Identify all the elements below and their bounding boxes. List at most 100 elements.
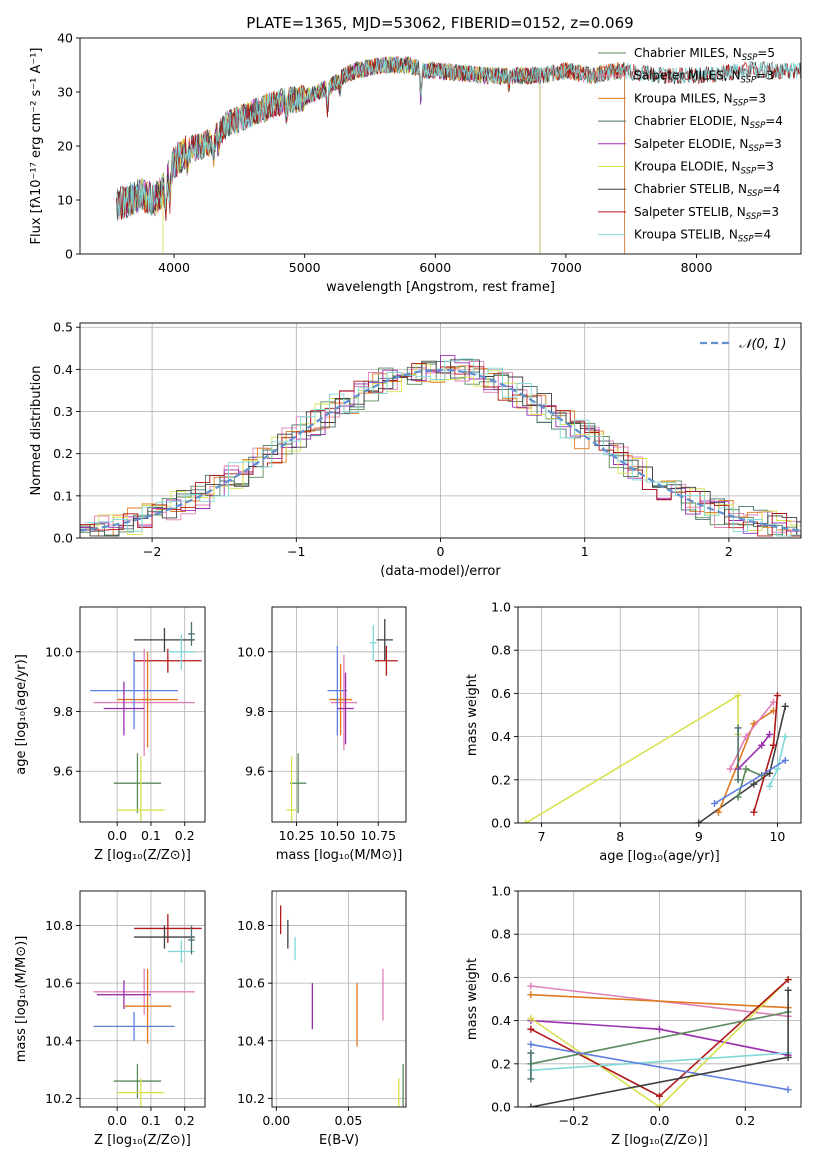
y-tick-label: 10.8	[237, 918, 265, 933]
weight-marker	[773, 692, 781, 700]
y-tick-label: 0.8	[491, 643, 511, 658]
y-tick-label: 0.8	[491, 927, 511, 942]
y-tick-label: 10	[57, 193, 73, 208]
x-tick-label: 1	[581, 544, 589, 559]
y-tick-label: 0.1	[53, 488, 73, 503]
y-tick-label: 0.3	[53, 404, 73, 419]
y-tick-label: 30	[57, 85, 73, 100]
plot-area	[116, 55, 801, 254]
plot-area	[80, 891, 205, 1107]
y-tick-label: 0.4	[53, 362, 73, 377]
y-axis-label: Flux [fλ10⁻¹⁷ erg cm⁻² s⁻¹ A⁻¹]	[29, 48, 44, 245]
weight-marker	[527, 982, 535, 990]
weight-line	[530, 1011, 789, 1065]
legend-label: Kroupa ELODIE, NSSP=3	[634, 160, 774, 177]
gaussian-reference	[80, 368, 801, 532]
weight-marker	[656, 1103, 663, 1107]
x-tick-label: 0.05	[334, 1113, 362, 1128]
legend-label-text: Chabrier MILES, N	[634, 46, 742, 60]
weight-marker	[527, 1040, 535, 1048]
plot-area	[518, 891, 801, 1107]
legend-label: Chabrier STELIB, NSSP=4	[634, 182, 780, 199]
spectrum-panel: 4000 5000 6000 7000 8000 0 10 20 30 40 wavelength …	[29, 14, 802, 295]
weight-marker	[784, 1053, 792, 1061]
weight-marker	[742, 733, 750, 741]
age-vs-metallicity-panel: 0.0 0.1 0.2 9.6 9.8 10.0 Z [log₁₀(Z/Z⊙)] age [l…	[14, 606, 206, 863]
x-tick-label: 8000	[681, 260, 713, 275]
y-tick-label: 10.6	[45, 976, 73, 991]
mass-vs-metallicity-panel: 0.0 0.1 0.2 10.2 10.4 10.6 10.8 Z [log₁₀(Z/Z⊙)]…	[14, 890, 206, 1148]
y-tick-label: 10.4	[45, 1033, 73, 1048]
weight-line	[530, 979, 789, 1107]
weight-marker	[766, 769, 774, 777]
weight-marker	[773, 765, 781, 773]
mass-vs-ebv-panel: 0.00 0.05 10.2 10.4 10.6 10.8 E(B-V)	[237, 890, 407, 1148]
x-tick-label: −0.2	[559, 1113, 589, 1128]
residual-histogram	[80, 363, 801, 537]
weight-vs-age-panel: 7 8 9 10 0.0 0.2 0.4 0.6 0.8 1.0 age [log₁₀(age/yr…	[465, 600, 802, 864]
weight-marker	[769, 741, 777, 749]
residuals-panel: −2 −1 0 1 2 0.0 0.1 0.2 0.3 0.4 0.5 (data-model)/er…	[29, 320, 802, 579]
y-tick-label: 0.2	[491, 1056, 511, 1071]
weight-marker	[527, 1049, 535, 1057]
weight-marker	[766, 730, 774, 738]
plot-area	[80, 323, 801, 538]
legend-label-text: Chabrier ELODIE, N	[634, 114, 750, 128]
weight-marker	[656, 1092, 663, 1100]
y-tick-label: 0.6	[491, 686, 511, 701]
legend-label-value: =4	[765, 114, 783, 128]
legend-label-value: =4	[754, 228, 772, 242]
weight-marker	[750, 808, 758, 816]
legend-label-value: =3	[764, 137, 782, 151]
weight-marker	[656, 1025, 663, 1033]
weight-marker	[734, 692, 742, 700]
y-tick-label: 0	[65, 247, 73, 262]
x-axis-label: Z [log₁₀(Z/Z⊙)]	[94, 1133, 191, 1148]
y-tick-label: 0.0	[491, 816, 511, 831]
y-tick-label: 10.4	[237, 1033, 265, 1048]
x-axis-label: mass [log₁₀(M/M⊙)]	[276, 848, 403, 863]
x-tick-label: 10.50	[319, 828, 355, 843]
weight-marker	[726, 765, 734, 773]
weight-marker	[784, 1086, 792, 1094]
y-tick-label: 1.0	[491, 600, 511, 615]
legend-label: Chabrier ELODIE, NSSP=4	[634, 114, 783, 131]
legend-label: Chabrier MILES, NSSP=5	[634, 46, 775, 63]
legend-label-subscript: SSP	[750, 121, 766, 131]
legend-label-value: =3	[756, 160, 774, 174]
weight-marker	[750, 780, 758, 788]
weight-line	[530, 1043, 789, 1091]
legend-label-text: Kroupa ELODIE, N	[634, 160, 741, 174]
y-tick-label: 9.6	[245, 764, 265, 779]
y-axis-label: mass weight	[465, 958, 480, 1040]
legend-label-subscript: SSP	[733, 98, 749, 108]
y-tick-label: 1.0	[491, 884, 511, 899]
weight-marker	[527, 1103, 535, 1107]
legend-label-subscript: SSP	[738, 235, 754, 245]
x-tick-label: 7000	[550, 260, 582, 275]
weight-marker	[734, 724, 742, 732]
legend-label-subscript: SSP	[748, 144, 764, 154]
legend-label-value: =4	[763, 182, 781, 196]
y-tick-label: 0.5	[53, 320, 73, 335]
y-tick-label: 9.8	[245, 704, 265, 719]
legend-label: Salpeter ELODIE, NSSP=3	[634, 137, 782, 154]
x-tick-label: 2	[725, 544, 733, 559]
y-axis-label: mass weight	[465, 674, 480, 756]
weight-marker	[742, 765, 750, 773]
y-tick-label: 9.6	[53, 764, 73, 779]
residual-histogram	[80, 362, 801, 537]
x-tick-label: 4000	[158, 260, 190, 275]
y-tick-label: 10.6	[237, 976, 265, 991]
x-tick-label: 0.00	[262, 1113, 290, 1128]
weight-line	[530, 1052, 789, 1072]
x-tick-label: 0.0	[107, 828, 127, 843]
legend-label: Kroupa STELIB, NSSP=4	[634, 228, 771, 245]
spectrum-line	[116, 55, 801, 219]
x-tick-label: 8	[616, 829, 624, 844]
x-axis-label: (data-model)/error	[380, 564, 501, 579]
weight-line	[729, 701, 775, 770]
weight-marker	[527, 1075, 535, 1083]
y-axis-label: Normed distribution	[29, 366, 44, 496]
